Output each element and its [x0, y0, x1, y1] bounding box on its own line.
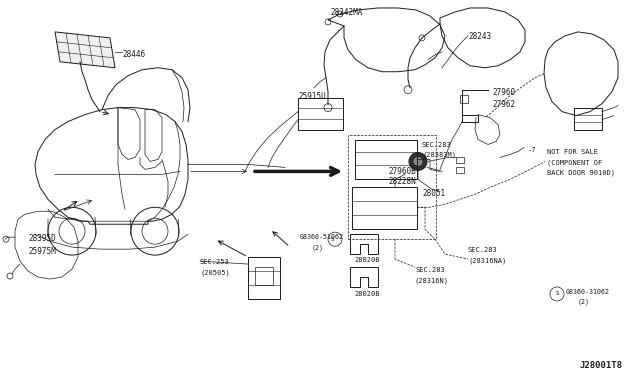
Text: (20505): (20505) — [200, 269, 230, 276]
Bar — [352, 187, 417, 229]
Text: 28228N: 28228N — [388, 177, 416, 186]
Text: 25915U: 25915U — [298, 92, 326, 101]
Text: (28383M): (28383M) — [422, 151, 456, 158]
Text: 28020B: 28020B — [354, 257, 380, 263]
Bar — [574, 108, 602, 129]
Text: SEC.253: SEC.253 — [200, 259, 230, 265]
Text: 27960: 27960 — [492, 88, 515, 97]
Text: 28051: 28051 — [422, 189, 445, 198]
Ellipse shape — [413, 157, 423, 166]
Bar — [298, 98, 343, 129]
Bar — [456, 167, 464, 173]
Text: (28316N): (28316N) — [415, 277, 449, 283]
Bar — [255, 267, 273, 285]
Text: S: S — [330, 237, 333, 242]
Bar — [348, 135, 436, 239]
Text: NOT FOR SALE: NOT FOR SALE — [547, 150, 598, 155]
Text: 28446: 28446 — [122, 50, 145, 59]
Text: (COMPONENT OF: (COMPONENT OF — [547, 160, 602, 166]
Text: SEC.283: SEC.283 — [468, 247, 498, 253]
Text: SEC.283: SEC.283 — [415, 267, 445, 273]
Polygon shape — [55, 32, 115, 68]
Text: (28316NA): (28316NA) — [468, 257, 506, 264]
Text: 28020B: 28020B — [354, 291, 380, 297]
Ellipse shape — [409, 153, 427, 170]
Text: 28243: 28243 — [468, 32, 491, 41]
Text: 28242MA: 28242MA — [330, 8, 362, 17]
Text: 27960B: 27960B — [388, 167, 416, 176]
Text: -7: -7 — [528, 147, 536, 154]
Text: 27962: 27962 — [492, 100, 515, 109]
Text: BACK DOOR 9010D): BACK DOOR 9010D) — [547, 169, 615, 176]
Bar — [248, 257, 280, 299]
Text: 08360-51062: 08360-51062 — [300, 234, 344, 240]
Text: (2): (2) — [312, 244, 324, 251]
Text: S: S — [556, 292, 559, 296]
Bar — [460, 94, 468, 103]
Text: SEC.283: SEC.283 — [422, 141, 452, 148]
Text: 28395D: 28395D — [28, 234, 56, 243]
Text: J28001T8: J28001T8 — [580, 361, 623, 370]
Text: 08360-31062: 08360-31062 — [566, 289, 610, 295]
Bar — [456, 157, 464, 163]
Bar — [355, 140, 417, 179]
Text: 25975M: 25975M — [28, 247, 56, 256]
Text: (2): (2) — [578, 299, 590, 305]
